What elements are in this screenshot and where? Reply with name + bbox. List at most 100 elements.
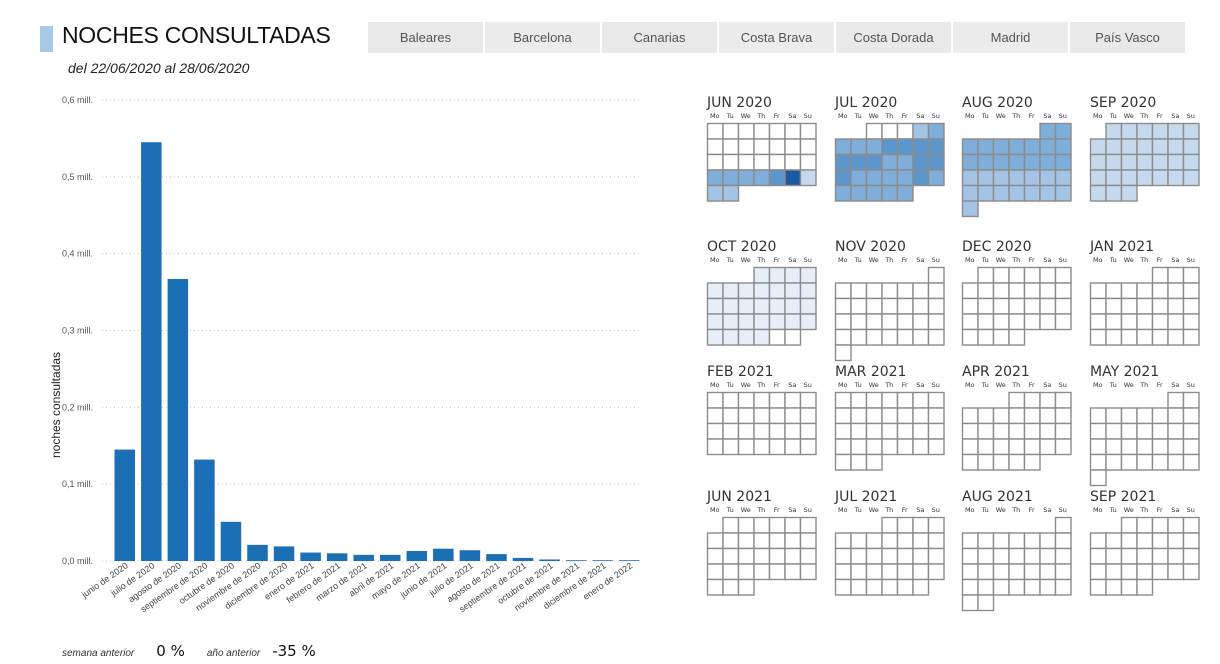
calendar-day-cell[interactable] [1182,422,1200,440]
calendar-day-cell[interactable] [1089,578,1107,596]
calendar-day-cell[interactable] [1023,407,1041,425]
calendar-day-cell[interactable] [1182,328,1200,346]
calendar-day-cell[interactable] [722,328,740,346]
calendar-day-cell[interactable] [1054,391,1072,409]
calendar-day-cell[interactable] [992,297,1010,315]
calendar-day-cell[interactable] [1182,313,1200,331]
calendar-day-cell[interactable] [1105,184,1123,202]
calendar-day-cell[interactable] [1167,563,1185,581]
calendar-day-cell[interactable] [722,313,740,331]
calendar-day-cell[interactable] [850,313,868,331]
calendar-day-cell[interactable] [799,122,817,140]
calendar-day-cell[interactable] [1105,297,1123,315]
calendar-day-cell[interactable] [1105,407,1123,425]
calendar-day-cell[interactable] [850,547,868,565]
calendar-day-cell[interactable] [977,578,995,596]
calendar-day-cell[interactable] [912,138,930,156]
calendar-day-cell[interactable] [1182,153,1200,171]
calendar-day-cell[interactable] [927,153,945,171]
calendar-day-cell[interactable] [1151,138,1169,156]
calendar-day-cell[interactable] [961,328,979,346]
calendar-day-cell[interactable] [784,122,802,140]
calendar-day-cell[interactable] [706,563,724,581]
calendar-day-cell[interactable] [1167,438,1185,456]
calendar-day-cell[interactable] [1167,169,1185,187]
calendar-day-cell[interactable] [784,407,802,425]
calendar-day-cell[interactable] [865,282,883,300]
calendar-day-cell[interactable] [961,547,979,565]
calendar-day-cell[interactable] [1136,153,1154,171]
calendar-day-cell[interactable] [927,169,945,187]
calendar-day-cell[interactable] [834,282,852,300]
calendar-day-cell[interactable] [881,297,899,315]
calendar-day-cell[interactable] [737,138,755,156]
calendar-day-cell[interactable] [753,297,771,315]
bar[interactable] [114,449,136,561]
calendar-day-cell[interactable] [977,594,995,612]
calendar-day-cell[interactable] [1151,532,1169,550]
calendar-day-cell[interactable] [1008,169,1026,187]
calendar-day-cell[interactable] [865,328,883,346]
calendar-day-cell[interactable] [1008,407,1026,425]
calendar-day-cell[interactable] [1167,122,1185,140]
calendar-day-cell[interactable] [1167,532,1185,550]
calendar-day-cell[interactable] [1039,184,1057,202]
calendar-day-cell[interactable] [927,297,945,315]
calendar-day-cell[interactable] [784,563,802,581]
calendar-day-cell[interactable] [1151,169,1169,187]
calendar-day-cell[interactable] [1120,453,1138,471]
calendar-day-cell[interactable] [1105,453,1123,471]
calendar-day-cell[interactable] [784,153,802,171]
calendar-day-cell[interactable] [961,578,979,596]
calendar-day-cell[interactable] [896,438,914,456]
calendar-day-cell[interactable] [865,169,883,187]
calendar-day-cell[interactable] [912,282,930,300]
calendar-day-cell[interactable] [753,391,771,409]
calendar-day-cell[interactable] [834,313,852,331]
bar[interactable] [406,551,428,561]
calendar-day-cell[interactable] [977,184,995,202]
calendar-day-cell[interactable] [784,282,802,300]
calendar-day-cell[interactable] [977,547,995,565]
calendar-day-cell[interactable] [992,578,1010,596]
calendar-day-cell[interactable] [881,547,899,565]
calendar-day-cell[interactable] [737,153,755,171]
calendar-day-cell[interactable] [1151,516,1169,534]
calendar-day-cell[interactable] [992,422,1010,440]
calendar-day-cell[interactable] [1167,328,1185,346]
calendar-day-cell[interactable] [753,282,771,300]
calendar-day-cell[interactable] [1008,547,1026,565]
calendar-day-cell[interactable] [850,563,868,581]
calendar-day-cell[interactable] [865,153,883,171]
calendar-day-cell[interactable] [1054,297,1072,315]
calendar-day-cell[interactable] [1089,328,1107,346]
calendar-day-cell[interactable] [799,547,817,565]
calendar-day-cell[interactable] [834,532,852,550]
calendar-day-cell[interactable] [1151,328,1169,346]
calendar-day-cell[interactable] [1008,184,1026,202]
calendar-day-cell[interactable] [1008,153,1026,171]
calendar-day-cell[interactable] [977,313,995,331]
calendar-day-cell[interactable] [1023,453,1041,471]
calendar-day-cell[interactable] [1039,138,1057,156]
calendar-day-cell[interactable] [1089,422,1107,440]
calendar-day-cell[interactable] [1136,547,1154,565]
tab-costa-brava[interactable]: Costa Brava [719,22,834,53]
calendar-day-cell[interactable] [706,532,724,550]
calendar-day-cell[interactable] [1023,153,1041,171]
calendar-day-cell[interactable] [1167,313,1185,331]
calendar-day-cell[interactable] [1054,266,1072,284]
calendar-day-cell[interactable] [737,328,755,346]
calendar-day-cell[interactable] [927,282,945,300]
calendar-day-cell[interactable] [1089,313,1107,331]
calendar-day-cell[interactable] [1105,138,1123,156]
calendar-day-cell[interactable] [784,313,802,331]
calendar-day-cell[interactable] [961,563,979,581]
tab-pais-vasco[interactable]: País Vasco [1070,22,1185,53]
calendar-day-cell[interactable] [768,282,786,300]
calendar-day-cell[interactable] [1182,122,1200,140]
calendar-day-cell[interactable] [912,169,930,187]
calendar-day-cell[interactable] [850,438,868,456]
calendar-day-cell[interactable] [1182,169,1200,187]
calendar-day-cell[interactable] [1151,563,1169,581]
